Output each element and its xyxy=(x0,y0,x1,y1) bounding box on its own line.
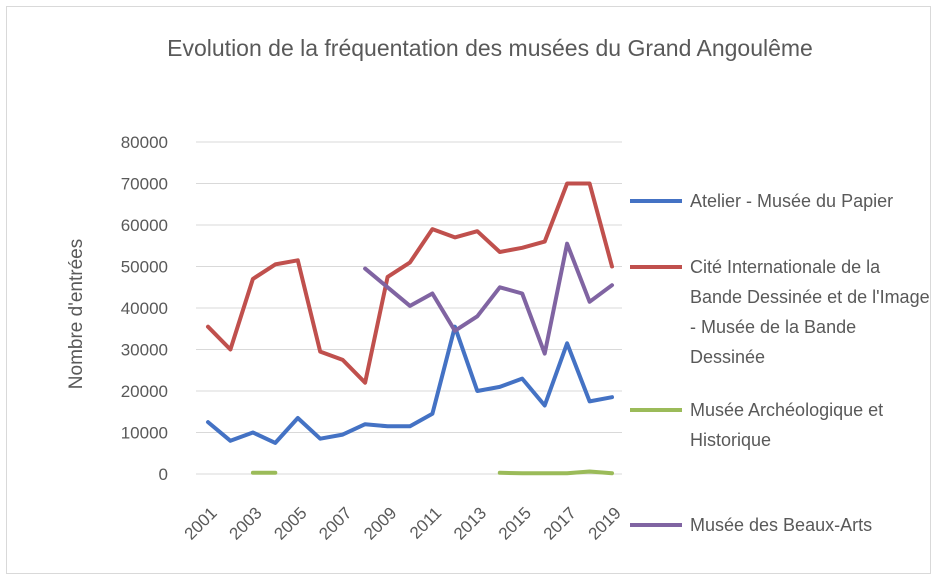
y-tick-label: 30000 xyxy=(121,341,168,360)
y-tick-label: 70000 xyxy=(121,175,168,194)
x-tick-label: 2017 xyxy=(540,503,580,543)
series-line xyxy=(250,469,614,476)
series-line xyxy=(363,241,614,356)
legend-item: Atelier - Musée du Papier xyxy=(630,186,935,216)
legend-label: Musée Archéologique et Historique xyxy=(690,400,884,450)
y-tick-label: 60000 xyxy=(121,216,168,235)
y-tick-label: 10000 xyxy=(121,424,168,443)
legend-label: Atelier - Musée du Papier xyxy=(690,191,894,211)
legend-swatch xyxy=(630,523,682,527)
x-tick-label: 2001 xyxy=(181,503,221,543)
chart-frame xyxy=(6,6,931,574)
x-tick-label: 2009 xyxy=(360,503,400,543)
y-axis-label: Nombre d'entrées xyxy=(66,239,87,389)
legend-label: Musée des Beaux-Arts xyxy=(690,515,873,535)
y-tick-label: 80000 xyxy=(121,133,168,152)
x-tick-label: 2007 xyxy=(315,503,355,543)
legend-swatch xyxy=(630,265,682,269)
chart-title: Evolution de la fréquentation des musées… xyxy=(167,35,813,61)
x-tick-label: 2013 xyxy=(450,503,490,543)
x-tick-label: 2019 xyxy=(585,503,625,543)
x-tick-label: 2003 xyxy=(226,503,266,543)
legend-label: Cité Internationale de la Bande Dessinée… xyxy=(690,257,930,367)
series-line xyxy=(206,324,614,445)
legend-item: Musée des Beaux-Arts xyxy=(630,510,935,540)
x-tick-label: 2005 xyxy=(270,503,310,543)
legend-swatch xyxy=(630,408,682,412)
series-line xyxy=(206,181,614,385)
y-tick-label: 50000 xyxy=(121,258,168,277)
x-tick-label: 2011 xyxy=(406,503,445,542)
legend-item: Cité Internationale de la Bande Dessinée… xyxy=(630,252,935,372)
legend-item: Musée Archéologique et Historique xyxy=(630,395,935,455)
legend-swatch xyxy=(630,199,682,203)
y-tick-label: 40000 xyxy=(121,299,168,318)
x-tick-label: 2015 xyxy=(495,503,535,543)
y-tick-label: 0 xyxy=(159,465,168,484)
y-tick-label: 20000 xyxy=(121,382,168,401)
